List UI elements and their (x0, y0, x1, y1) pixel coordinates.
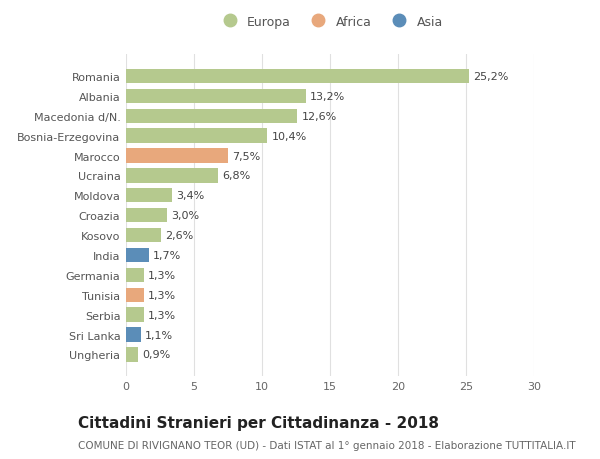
Text: 1,3%: 1,3% (148, 310, 176, 320)
Text: 13,2%: 13,2% (310, 92, 345, 101)
Bar (126, 169, 218, 183)
Text: 0,9%: 0,9% (142, 350, 170, 359)
Bar (126, 149, 228, 163)
Text: 1,3%: 1,3% (148, 290, 176, 300)
Text: 1,7%: 1,7% (153, 251, 181, 260)
Text: Cittadini Stranieri per Cittadinanza - 2018: Cittadini Stranieri per Cittadinanza - 2… (78, 415, 439, 431)
Bar (126, 90, 305, 104)
Bar (126, 288, 143, 302)
Bar (126, 268, 143, 282)
Bar (126, 129, 268, 144)
Bar (126, 229, 161, 243)
Text: 6,8%: 6,8% (223, 171, 251, 181)
Bar (126, 308, 143, 322)
Text: 12,6%: 12,6% (301, 112, 337, 122)
Text: 3,4%: 3,4% (176, 191, 205, 201)
Text: 10,4%: 10,4% (272, 131, 307, 141)
Legend: Europa, Africa, Asia: Europa, Africa, Asia (215, 13, 445, 31)
Bar (126, 328, 141, 342)
Bar (126, 208, 167, 223)
Bar (126, 109, 298, 123)
Text: 2,6%: 2,6% (166, 230, 194, 241)
Text: 1,3%: 1,3% (148, 270, 176, 280)
Bar (126, 189, 172, 203)
Bar (126, 70, 469, 84)
Text: COMUNE DI RIVIGNANO TEOR (UD) - Dati ISTAT al 1° gennaio 2018 - Elaborazione TUT: COMUNE DI RIVIGNANO TEOR (UD) - Dati IST… (78, 440, 575, 450)
Text: 25,2%: 25,2% (473, 72, 508, 82)
Text: 7,5%: 7,5% (232, 151, 260, 161)
Bar (126, 347, 138, 362)
Text: 3,0%: 3,0% (171, 211, 199, 221)
Text: 1,1%: 1,1% (145, 330, 173, 340)
Bar (126, 248, 149, 263)
